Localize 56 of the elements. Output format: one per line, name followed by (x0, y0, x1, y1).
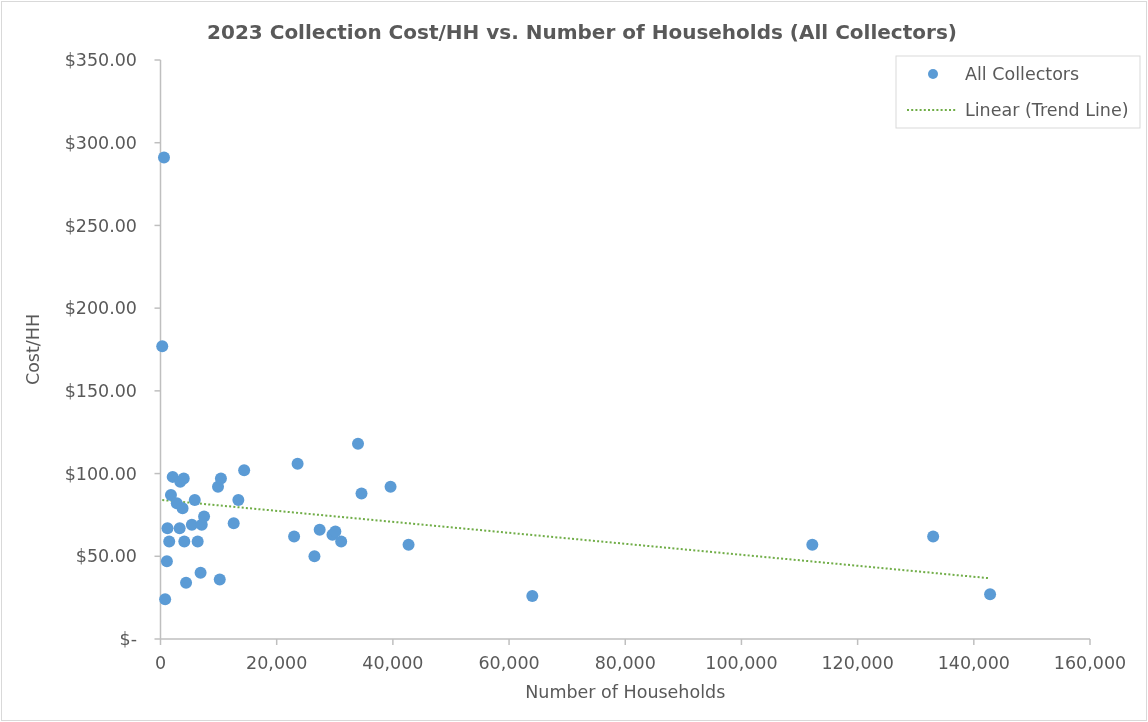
y-axis-title: Cost/HH (23, 313, 44, 386)
point (164, 489, 177, 502)
x-tick-label: 140,000 (937, 653, 1010, 674)
point (313, 523, 326, 536)
point (185, 518, 198, 531)
y-tick-label: $200.00 (64, 298, 137, 319)
legend-label: Linear (Trend Line) (965, 100, 1129, 121)
point (159, 593, 172, 606)
y-tick-label: $50.00 (75, 546, 137, 567)
y-tick-label: $250.00 (64, 215, 137, 236)
point (194, 566, 207, 579)
point (335, 535, 348, 548)
point (191, 535, 204, 548)
y-tick-label: $300.00 (64, 132, 137, 153)
point (984, 588, 997, 601)
point (173, 522, 186, 535)
y-tick-label: $100.00 (64, 463, 137, 484)
y-tick-label: $150.00 (64, 380, 137, 401)
x-axis-title: Number of Households (525, 682, 726, 703)
point (176, 502, 189, 515)
legend-label: All Collectors (965, 64, 1080, 85)
x-tick-label: 60,000 (478, 653, 540, 674)
x-tick-label: 100,000 (705, 653, 778, 674)
chart-title: 2023 Collection Cost/HH vs. Number of Households (All Collectors) (207, 20, 957, 44)
point (213, 573, 226, 586)
point (927, 530, 940, 543)
point (214, 472, 227, 485)
point (238, 464, 251, 477)
x-tick-label: 20,000 (246, 653, 308, 674)
y-tick-label: $- (119, 629, 137, 650)
point (178, 535, 191, 548)
x-tick-label: 80,000 (594, 653, 656, 674)
point (806, 538, 819, 551)
point (308, 550, 321, 563)
y-tick-label: $350.00 (64, 50, 137, 71)
point (355, 487, 368, 500)
point (161, 522, 174, 535)
point (160, 555, 173, 568)
x-tick-label: 0 (154, 653, 167, 674)
point (384, 480, 397, 493)
point (288, 530, 301, 543)
point (163, 535, 176, 548)
point (291, 457, 304, 470)
point (352, 437, 365, 450)
point (227, 517, 240, 530)
point (157, 151, 170, 164)
x-tick-label: 160,000 (1053, 653, 1127, 674)
point (156, 340, 169, 353)
point (526, 589, 539, 602)
x-tick-label: 120,000 (821, 653, 894, 674)
point (232, 494, 245, 507)
point (198, 510, 211, 523)
x-tick-label: 40,000 (362, 653, 424, 674)
point (188, 494, 201, 507)
point (402, 538, 415, 551)
point (180, 576, 193, 589)
